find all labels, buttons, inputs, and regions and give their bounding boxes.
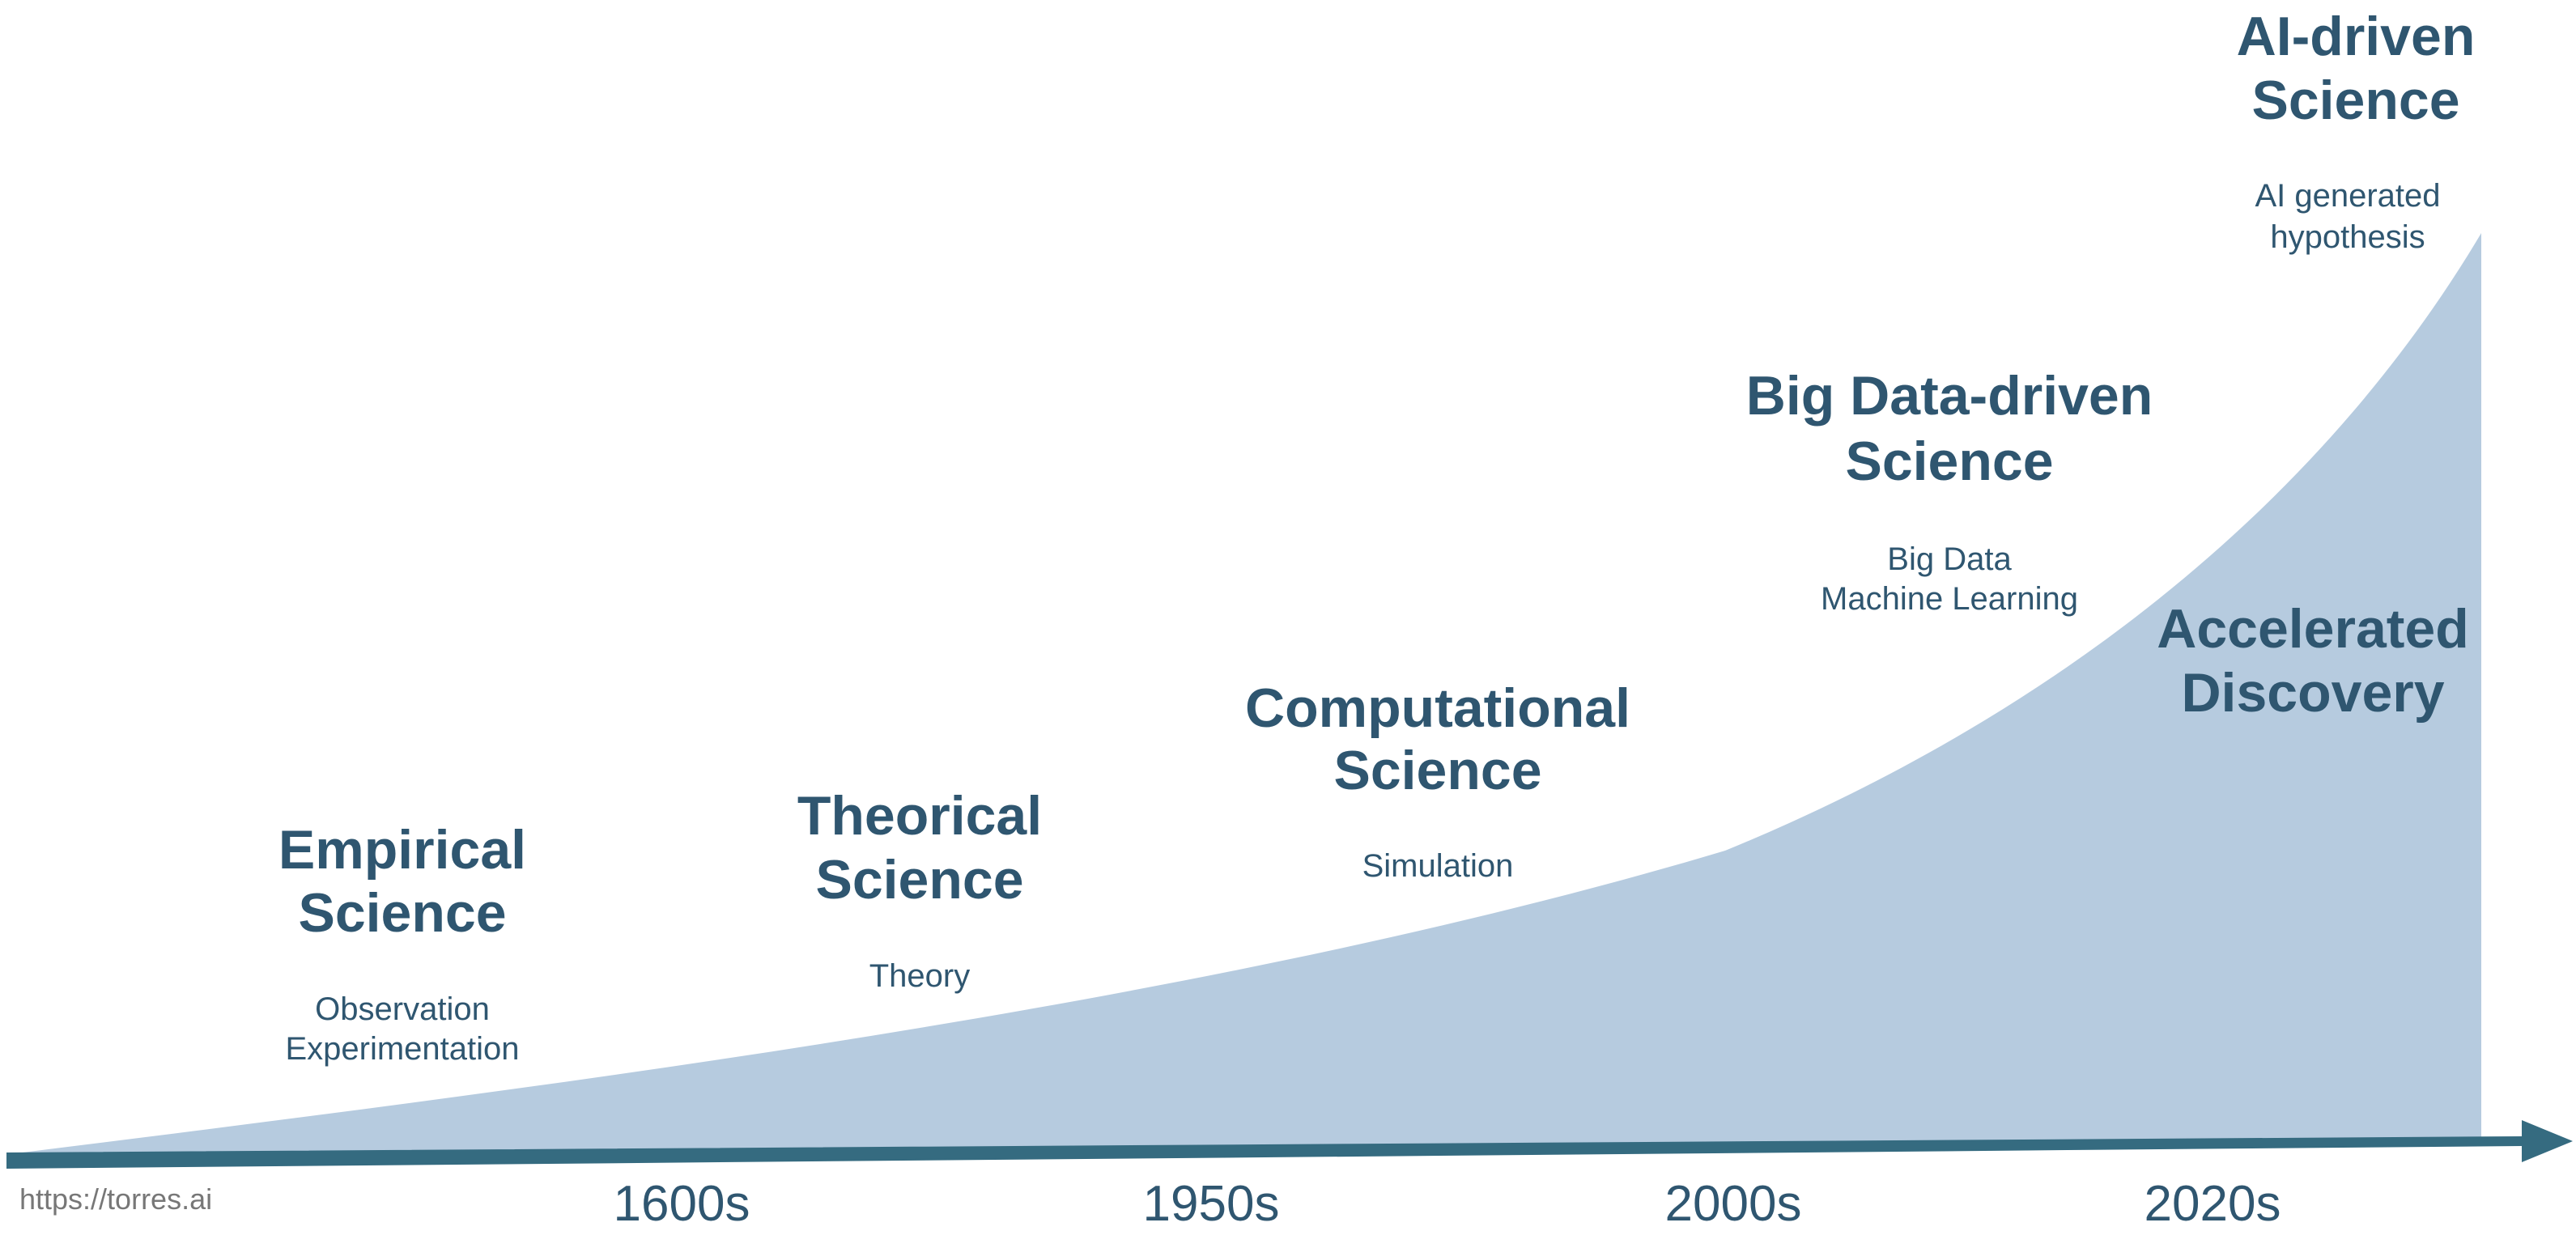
tick-label: 1600s <box>614 1176 750 1232</box>
era-title: Science <box>1845 431 2053 492</box>
era-title: Science <box>1333 740 1541 801</box>
era-subtitle: Big Data <box>1887 541 2012 577</box>
era-title: Science <box>298 882 506 944</box>
tick-label: 2020s <box>2145 1176 2281 1232</box>
growth-area <box>16 233 2481 1156</box>
era-subtitle: Experimentation <box>285 1031 519 1067</box>
era-subtitle: hypothesis <box>2270 219 2425 255</box>
era-title: Theorical <box>797 785 1042 847</box>
era-title: Science <box>2251 70 2459 131</box>
area-label-line: Discovery <box>2181 662 2444 724</box>
tick-label: 2000s <box>1665 1176 1802 1232</box>
era-title: Empirical <box>278 819 526 881</box>
era-title: Science <box>815 849 1023 911</box>
era-title: Big Data-driven <box>1746 365 2153 427</box>
era-subtitle: Simulation <box>1362 848 1514 884</box>
tick-label: 1950s <box>1143 1176 1280 1232</box>
era-theorical: Theorical Science Theory <box>797 785 1042 994</box>
era-ai-driven: AI-driven Science AI generated hypothesi… <box>2237 6 2476 255</box>
area-label-line: Accelerated <box>2157 598 2469 660</box>
era-subtitle: Observation <box>315 991 490 1027</box>
timeline-axis <box>6 1120 2573 1169</box>
timeline-ticks: 1600s 1950s 2000s 2020s <box>614 1176 2281 1232</box>
era-title: Computational <box>1245 677 1630 739</box>
era-subtitle: Theory <box>869 958 971 994</box>
era-subtitle: Machine Learning <box>1821 581 2078 617</box>
era-title: AI-driven <box>2237 6 2476 67</box>
watermark: https://torres.ai <box>19 1182 212 1216</box>
era-computational: Computational Science Simulation <box>1245 677 1630 884</box>
era-big-data: Big Data-driven Science Big Data Machine… <box>1746 365 2153 617</box>
era-subtitle: AI generated <box>2255 178 2440 214</box>
era-empirical: Empirical Science Observation Experiment… <box>278 819 526 1067</box>
area-label: Accelerated Discovery <box>2157 598 2469 724</box>
